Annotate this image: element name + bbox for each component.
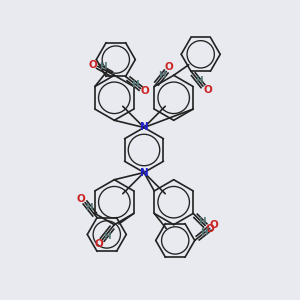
Text: N: N xyxy=(140,167,148,178)
Text: O: O xyxy=(95,239,104,249)
Text: O: O xyxy=(89,60,98,70)
Text: H: H xyxy=(198,217,206,226)
Text: H: H xyxy=(103,232,111,241)
Text: O: O xyxy=(203,85,212,95)
Text: H: H xyxy=(158,71,166,80)
Text: H: H xyxy=(196,76,203,85)
Text: O: O xyxy=(205,224,214,234)
Text: H: H xyxy=(99,62,107,71)
Text: H: H xyxy=(200,228,208,237)
Text: O: O xyxy=(76,194,85,204)
Text: O: O xyxy=(141,86,149,96)
Text: O: O xyxy=(210,220,219,230)
Text: H: H xyxy=(85,203,92,212)
Text: N: N xyxy=(140,122,148,133)
Text: O: O xyxy=(165,62,174,72)
Text: H: H xyxy=(131,80,139,89)
